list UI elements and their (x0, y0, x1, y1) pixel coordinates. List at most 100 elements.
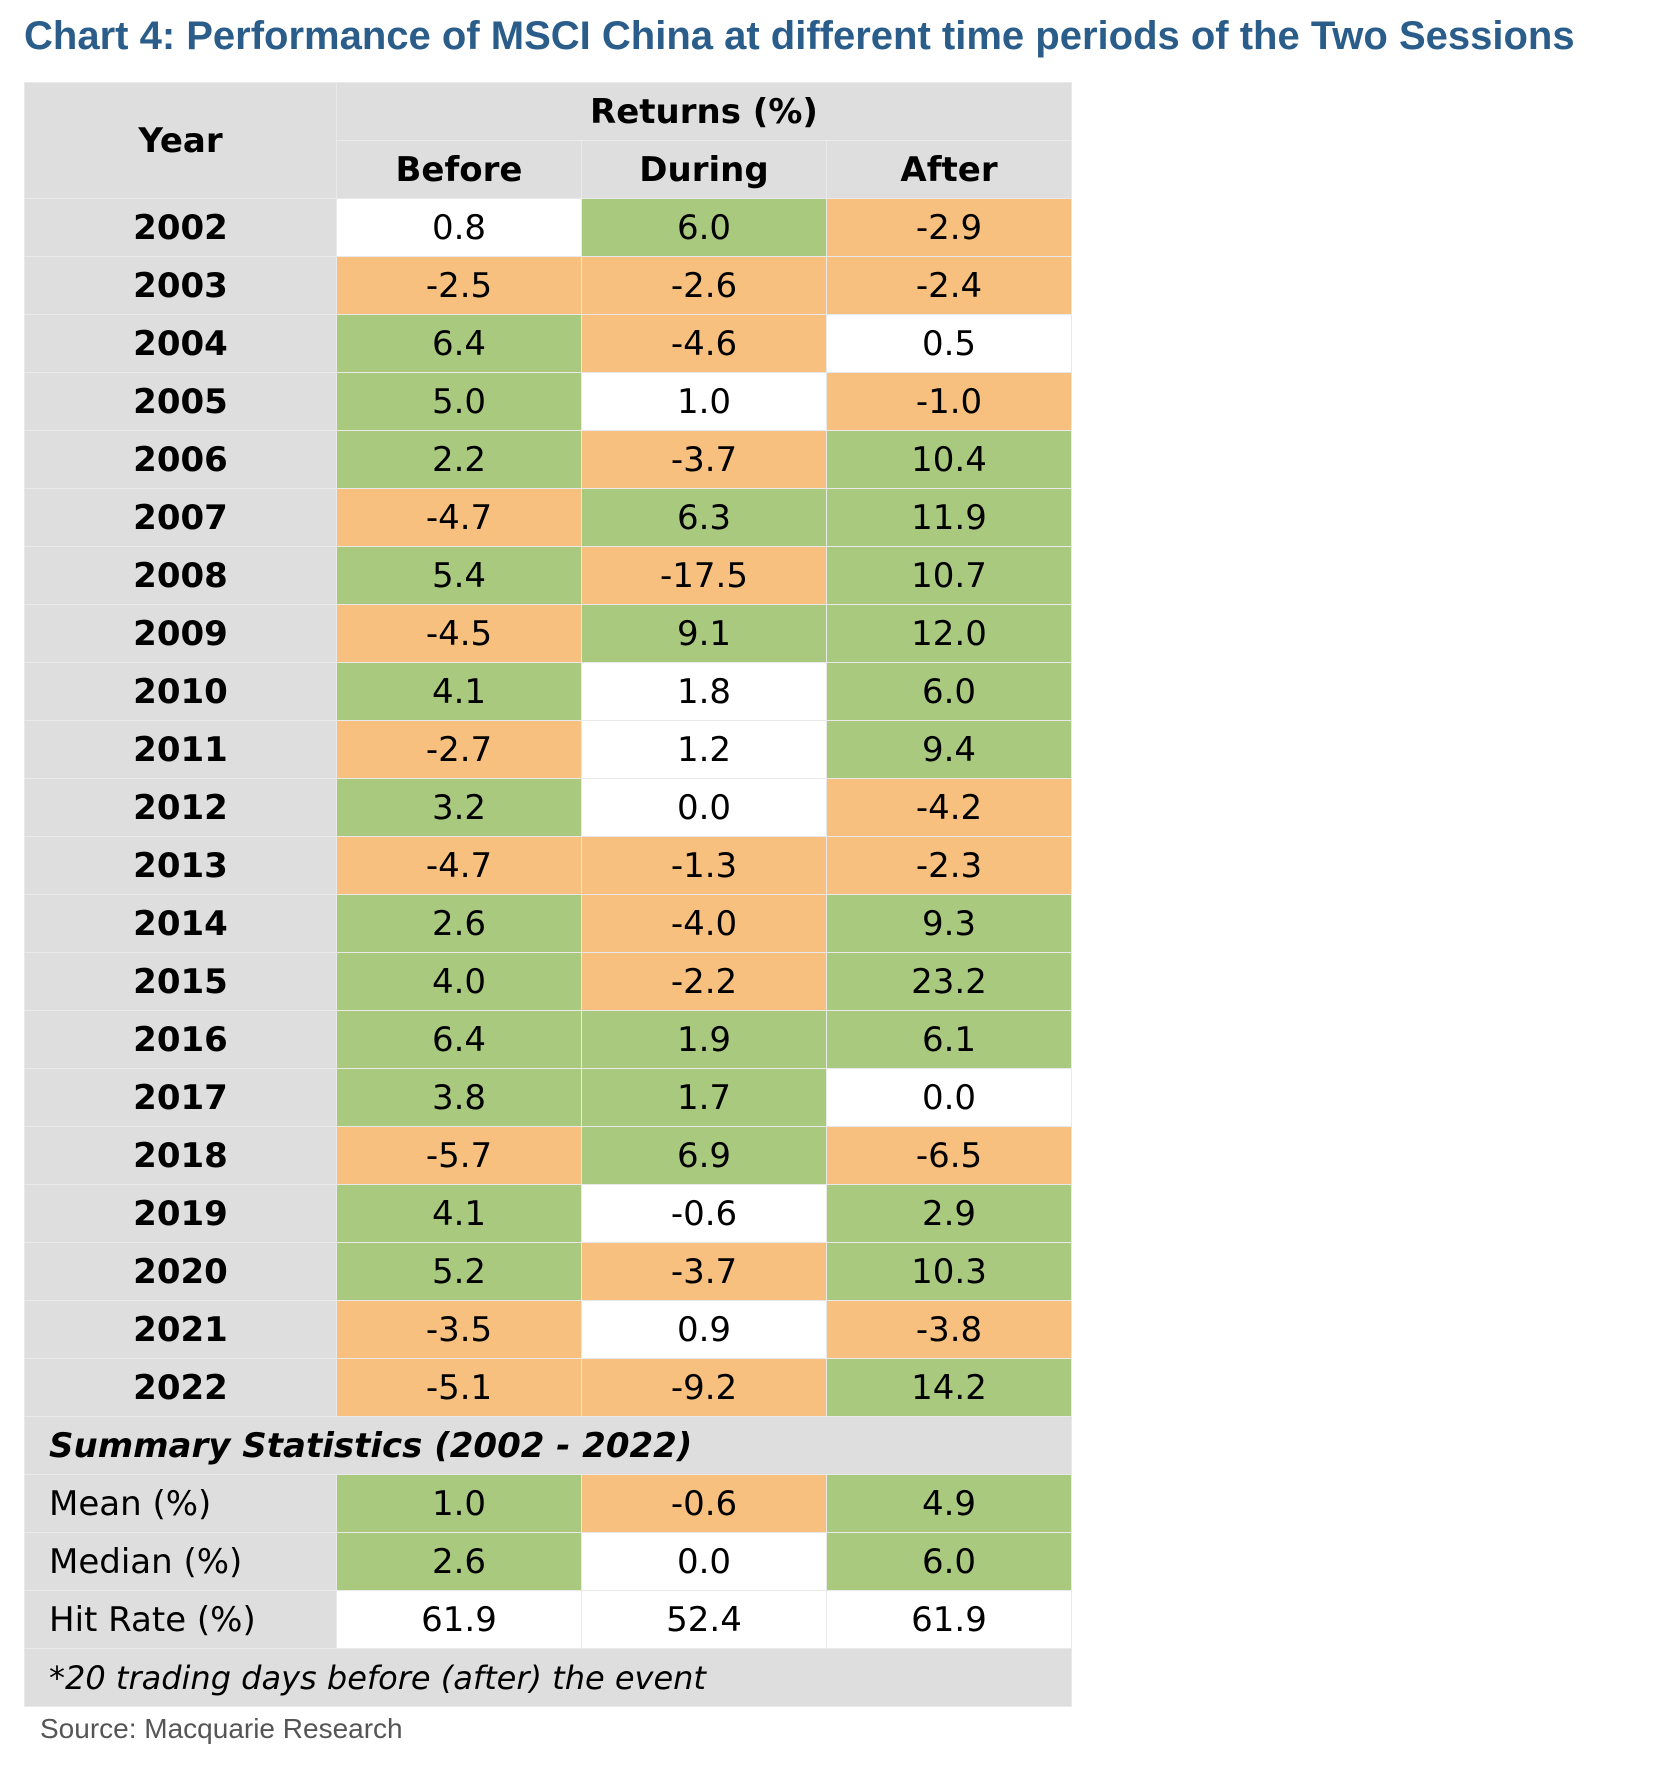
return-cell-during: 1.2 (581, 720, 827, 779)
return-cell-after: 12.0 (826, 604, 1072, 663)
return-cell-before: 3.8 (336, 1068, 582, 1127)
year-cell: 2022 (24, 1358, 337, 1417)
year-cell: 2008 (24, 546, 337, 605)
return-cell-after: 6.1 (826, 1010, 1072, 1069)
table-row: 2017 3.8 1.7 0.0 (24, 1068, 1072, 1127)
header-before: Before (336, 140, 582, 199)
return-cell-during: -3.7 (581, 1242, 827, 1301)
footnote: *20 trading days before (after) the even… (24, 1648, 1072, 1707)
year-cell: 2010 (24, 662, 337, 721)
return-cell-during: -9.2 (581, 1358, 827, 1417)
return-cell-after: -2.3 (826, 836, 1072, 895)
year-cell: 2017 (24, 1068, 337, 1127)
return-cell-before: 2.6 (336, 894, 582, 953)
summary-cell-after: 61.9 (826, 1590, 1072, 1649)
summary-body: Summary Statistics (2002 - 2022) (24, 1416, 1072, 1475)
return-cell-after: 10.3 (826, 1242, 1072, 1301)
table-row: 2022 -5.1 -9.2 14.2 (24, 1358, 1072, 1417)
return-cell-before: -2.5 (336, 256, 582, 315)
table-row: 2005 5.0 1.0 -1.0 (24, 372, 1072, 431)
return-cell-before: 4.1 (336, 1184, 582, 1243)
return-cell-during: -1.3 (581, 836, 827, 895)
table-body: 2002 0.8 6.0 -2.9 2003 -2.5 -2.6 -2.4 2004 6.4 -4.… (24, 198, 1072, 1417)
summary-row: Hit Rate (%) 61.9 52.4 61.9 (24, 1590, 1072, 1649)
return-cell-during: -4.0 (581, 894, 827, 953)
stats-body: Mean (%) 1.0 -0.6 4.9 Median (%) 2.6 0.0 6.0 Hit… (24, 1474, 1072, 1649)
table-row: 2009 -4.5 9.1 12.0 (24, 604, 1072, 663)
table-row: 2012 3.2 0.0 -4.2 (24, 778, 1072, 837)
return-cell-before: 4.0 (336, 952, 582, 1011)
summary-title: Summary Statistics (2002 - 2022) (24, 1416, 1072, 1475)
return-cell-during: 1.8 (581, 662, 827, 721)
year-cell: 2004 (24, 314, 337, 373)
return-cell-after: 9.4 (826, 720, 1072, 779)
year-cell: 2016 (24, 1010, 337, 1069)
table-row: 2011 -2.7 1.2 9.4 (24, 720, 1072, 779)
return-cell-during: -17.5 (581, 546, 827, 605)
return-cell-before: -2.7 (336, 720, 582, 779)
summary-title-row: Summary Statistics (2002 - 2022) (24, 1416, 1072, 1475)
year-cell: 2018 (24, 1126, 337, 1185)
summary-cell-during: -0.6 (581, 1474, 827, 1533)
return-cell-during: -2.6 (581, 256, 827, 315)
year-cell: 2002 (24, 198, 337, 257)
summary-cell-before: 2.6 (336, 1532, 582, 1591)
header-row-columns: Before During After (25, 140, 1072, 199)
summary-label: Hit Rate (%) (24, 1590, 337, 1649)
return-cell-before: 4.1 (336, 662, 582, 721)
summary-cell-after: 6.0 (826, 1532, 1072, 1591)
return-cell-during: -3.7 (581, 430, 827, 489)
return-cell-before: -4.7 (336, 488, 582, 547)
return-cell-before: 5.0 (336, 372, 582, 431)
return-cell-during: 6.3 (581, 488, 827, 547)
return-cell-after: -4.2 (826, 778, 1072, 837)
return-cell-during: 1.7 (581, 1068, 827, 1127)
year-cell: 2012 (24, 778, 337, 837)
return-cell-after: 14.2 (826, 1358, 1072, 1417)
return-cell-after: -6.5 (826, 1126, 1072, 1185)
return-cell-during: 6.9 (581, 1126, 827, 1185)
return-cell-during: -0.6 (581, 1184, 827, 1243)
table-row: 2016 6.4 1.9 6.1 (24, 1010, 1072, 1069)
return-cell-after: 6.0 (826, 662, 1072, 721)
year-cell: 2005 (24, 372, 337, 431)
year-cell: 2009 (24, 604, 337, 663)
year-cell: 2013 (24, 836, 337, 895)
table-row: 2015 4.0 -2.2 23.2 (24, 952, 1072, 1011)
return-cell-during: 1.0 (581, 372, 827, 431)
return-cell-before: 6.4 (336, 314, 582, 373)
table-row: 2020 5.2 -3.7 10.3 (24, 1242, 1072, 1301)
summary-cell-before: 1.0 (336, 1474, 582, 1533)
return-cell-before: 5.4 (336, 546, 582, 605)
return-cell-after: -3.8 (826, 1300, 1072, 1359)
header-during: During (581, 140, 827, 199)
return-cell-after: 9.3 (826, 894, 1072, 953)
summary-row: Median (%) 2.6 0.0 6.0 (24, 1532, 1072, 1591)
return-cell-after: 0.5 (826, 314, 1072, 373)
return-cell-before: -4.5 (336, 604, 582, 663)
year-cell: 2020 (24, 1242, 337, 1301)
table-row: 2008 5.4 -17.5 10.7 (24, 546, 1072, 605)
year-cell: 2006 (24, 430, 337, 489)
table-row: 2018 -5.7 6.9 -6.5 (24, 1126, 1072, 1185)
return-cell-before: -3.5 (336, 1300, 582, 1359)
return-cell-before: -5.1 (336, 1358, 582, 1417)
table-row: 2010 4.1 1.8 6.0 (24, 662, 1072, 721)
return-cell-during: 0.0 (581, 778, 827, 837)
return-cell-before: 6.4 (336, 1010, 582, 1069)
year-cell: 2021 (24, 1300, 337, 1359)
return-cell-after: -2.9 (826, 198, 1072, 257)
header-after: After (826, 140, 1072, 199)
return-cell-during: -2.2 (581, 952, 827, 1011)
table-row: 2021 -3.5 0.9 -3.8 (24, 1300, 1072, 1359)
return-cell-during: -4.6 (581, 314, 827, 373)
return-cell-after: 2.9 (826, 1184, 1072, 1243)
summary-cell-during: 0.0 (581, 1532, 827, 1591)
summary-label: Median (%) (24, 1532, 337, 1591)
return-cell-during: 9.1 (581, 604, 827, 663)
summary-cell-before: 61.9 (336, 1590, 582, 1649)
source-note: Source: Macquarie Research (40, 1713, 403, 1744)
return-cell-after: 0.0 (826, 1068, 1072, 1127)
return-cell-before: 5.2 (336, 1242, 582, 1301)
return-cell-after: 10.4 (826, 430, 1072, 489)
